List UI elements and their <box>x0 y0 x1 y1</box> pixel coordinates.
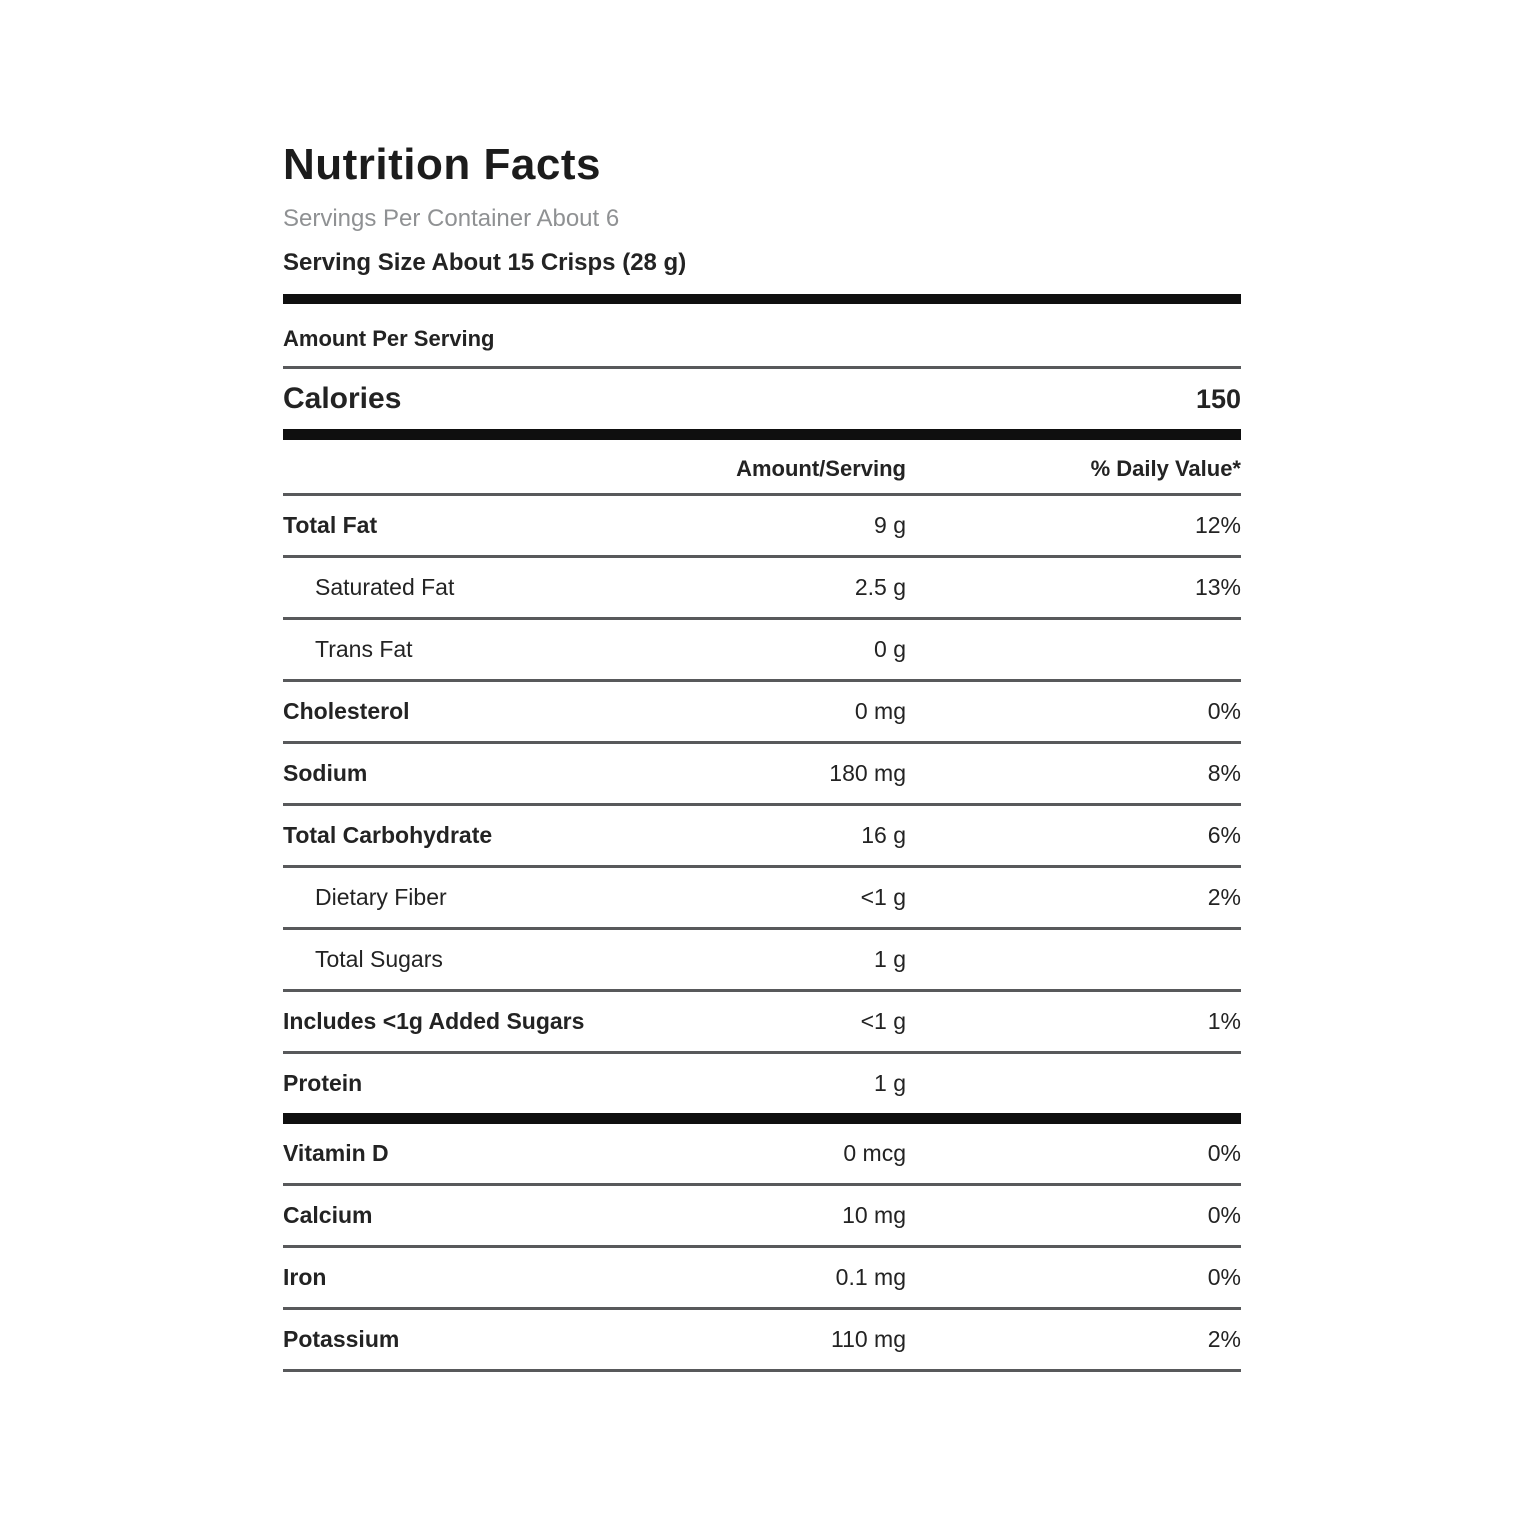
nutrient-amount: 180 mg <box>829 760 906 786</box>
column-header-row: Amount/Serving % Daily Value* <box>283 440 1241 496</box>
nutrient-amount: 2.5 g <box>854 574 906 600</box>
nutrient-name: Trans Fat <box>315 636 413 662</box>
nutrient-daily-value: 2% <box>1207 884 1241 910</box>
nutrient-name: Includes <1g Added Sugars <box>283 1008 585 1034</box>
nutrient-amount: 10 mg <box>842 1202 906 1228</box>
nutrient-row-saturated-fat: Saturated Fat 2.5 g 13% <box>283 558 1241 620</box>
nutrient-row-trans-fat: Trans Fat 0 g <box>283 620 1241 682</box>
calories-row: Calories 150 <box>283 369 1241 429</box>
nutrient-name: Total Sugars <box>315 946 443 972</box>
nutrient-daily-value: 1% <box>1207 1008 1241 1034</box>
calories-value: 150 <box>1195 383 1241 414</box>
nutrient-name: Potassium <box>283 1326 400 1352</box>
nutrient-name: Protein <box>283 1070 363 1096</box>
nutrition-facts-label: Nutrition Facts Servings Per Container A… <box>283 140 1241 1372</box>
nutrient-daily-value: 0% <box>1207 1140 1241 1166</box>
thick-divider-calories <box>283 429 1241 440</box>
serving-size: Serving Size About 15 Crisps (28 g) <box>283 249 687 276</box>
nutrient-name: Sodium <box>283 760 368 786</box>
label-title: Nutrition Facts <box>283 140 601 189</box>
nutrient-amount: 1 g <box>874 1070 906 1096</box>
thick-divider-protein <box>283 1113 1241 1124</box>
nutrient-daily-value: 6% <box>1207 822 1241 848</box>
nutrient-amount: 110 mg <box>830 1326 906 1352</box>
nutrient-daily-value: 0% <box>1207 1264 1241 1290</box>
nutrient-row-potassium: Potassium 110 mg 2% <box>283 1310 1241 1372</box>
calories-label: Calories <box>283 382 402 415</box>
nutrient-row-calcium: Calcium 10 mg 0% <box>283 1186 1241 1248</box>
nutrient-row-vitamin-d: Vitamin D 0 mcg 0% <box>283 1124 1241 1186</box>
nutrient-name: Total Fat <box>283 512 378 538</box>
nutrient-row-dietary-fiber: Dietary Fiber <1 g 2% <box>283 868 1241 930</box>
nutrient-name: Calcium <box>283 1202 373 1228</box>
thick-divider-top <box>283 294 1241 304</box>
nutrient-name: Iron <box>283 1264 327 1290</box>
nutrient-daily-value: 0% <box>1207 698 1241 724</box>
nutrient-row-iron: Iron 0.1 mg 0% <box>283 1248 1241 1310</box>
column-header-amount: Amount/Serving <box>736 455 906 481</box>
nutrient-name: Dietary Fiber <box>315 884 447 910</box>
nutrient-amount: <1 g <box>860 884 906 910</box>
nutrient-amount: 9 g <box>874 512 906 538</box>
nutrient-daily-value: 13% <box>1194 574 1241 600</box>
nutrient-daily-value: 2% <box>1207 1326 1241 1352</box>
nutrient-name: Total Carbohydrate <box>283 822 493 848</box>
nutrient-name: Vitamin D <box>283 1140 389 1166</box>
nutrient-amount: 0 g <box>874 636 906 662</box>
nutrient-row-total-sugars: Total Sugars 1 g <box>283 930 1241 992</box>
servings-per-container: Servings Per Container About 6 <box>283 205 620 232</box>
nutrient-row-total-carbohydrate: Total Carbohydrate 16 g 6% <box>283 806 1241 868</box>
nutrient-row-total-fat: Total Fat 9 g 12% <box>283 496 1241 558</box>
nutrient-amount: 0 mg <box>854 698 906 724</box>
nutrient-name: Cholesterol <box>283 698 410 724</box>
nutrient-daily-value: 0% <box>1207 1202 1241 1228</box>
column-header-daily-value: % Daily Value* <box>1090 455 1241 481</box>
nutrient-row-sodium: Sodium 180 mg 8% <box>283 744 1241 806</box>
nutrient-row-protein: Protein 1 g <box>283 1054 1241 1113</box>
nutrient-name: Saturated Fat <box>315 574 455 600</box>
nutrient-amount: 16 g <box>861 822 906 848</box>
nutrient-amount: 0.1 mg <box>835 1264 906 1290</box>
nutrient-daily-value: 8% <box>1207 760 1241 786</box>
nutrient-amount: <1 g <box>860 1008 906 1034</box>
nutrient-row-cholesterol: Cholesterol 0 mg 0% <box>283 682 1241 744</box>
nutrient-amount: 0 mcg <box>843 1140 906 1166</box>
nutrient-amount: 1 g <box>874 946 906 972</box>
nutrient-row-added-sugars: Includes <1g Added Sugars <1 g 1% <box>283 992 1241 1054</box>
nutrient-daily-value: 12% <box>1194 512 1241 538</box>
amount-per-serving-heading: Amount Per Serving <box>283 304 1241 369</box>
